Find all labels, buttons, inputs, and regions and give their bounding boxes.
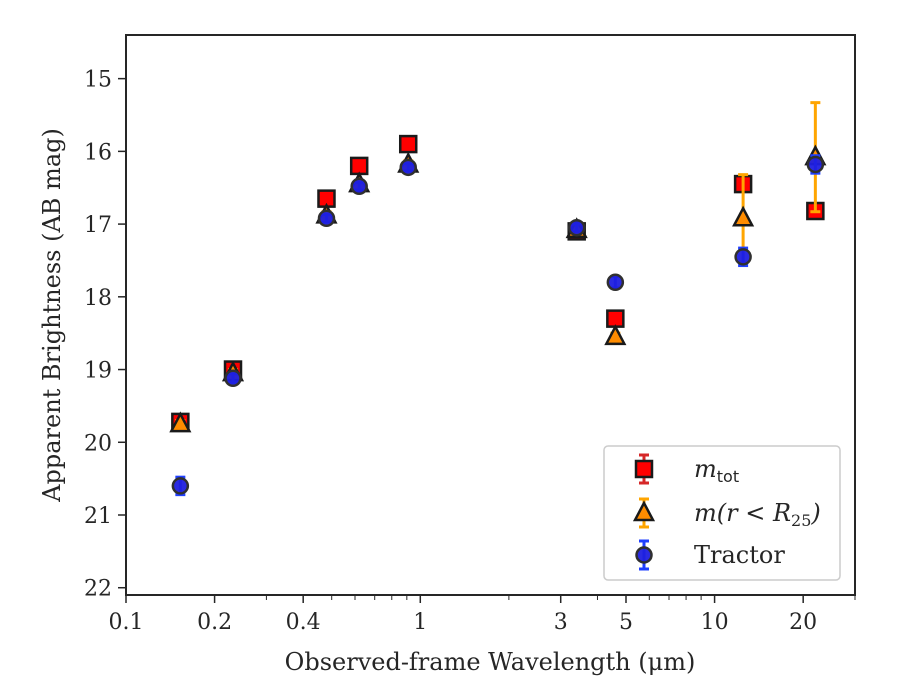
data-point — [604, 324, 627, 346]
plot-frame — [125, 34, 856, 596]
x-axis: 0.1 0.2 0.4 1 3 5 10 20 — [109, 595, 856, 635]
data-point — [317, 209, 336, 228]
legend-entry-m-tot: mtot — [634, 453, 739, 486]
y-tick-label: 21 — [84, 504, 112, 529]
data-point — [567, 218, 586, 237]
y-axis-label: Apparent Brightness (AB mag) — [38, 128, 66, 503]
data-point — [734, 248, 752, 266]
legend-label: m(r < R25) — [694, 499, 821, 530]
data-point — [169, 411, 192, 433]
legend-marker — [634, 459, 654, 479]
data-point — [732, 205, 755, 227]
data-point — [806, 155, 825, 174]
legend-marker — [635, 546, 653, 564]
data-point — [171, 477, 190, 495]
legend-box — [603, 445, 841, 581]
series-tractor — [171, 154, 825, 497]
series-layer — [169, 101, 827, 497]
y-tick-label: 20 — [84, 431, 112, 456]
x-tick-label: 5 — [619, 610, 633, 635]
y-tick-label: 15 — [84, 68, 112, 93]
x-tick-label: 10 — [701, 610, 729, 635]
y-tick-label: 17 — [84, 213, 112, 238]
y-tick-label: 22 — [84, 577, 112, 602]
x-tick-label: 0.1 — [109, 610, 144, 635]
x-tick-label: 1 — [413, 610, 427, 635]
data-point — [399, 158, 417, 177]
x-axis-label: Observed-frame Wavelength (μm) — [285, 648, 696, 676]
data-point — [398, 134, 418, 154]
y-tick-label: 19 — [84, 359, 112, 384]
legend-entry-m-r25: m(r < R25) — [632, 497, 821, 530]
legend: mtot m(r < R25) Tractor — [603, 445, 841, 581]
data-point — [606, 273, 625, 292]
y-tick-label: 16 — [84, 140, 112, 165]
legend-marker — [632, 500, 656, 522]
legend-label: Tractor — [694, 541, 785, 569]
y-tick-label: 18 — [84, 286, 112, 311]
x-tick-label: 20 — [789, 610, 817, 635]
x-tick-label: 0.4 — [286, 610, 321, 635]
legend-label: mtot — [694, 455, 739, 486]
x-tick-label: 3 — [554, 610, 568, 635]
x-tick-label: 0.2 — [197, 610, 232, 635]
data-point — [224, 369, 242, 388]
legend-entry-tractor: Tractor — [635, 539, 785, 571]
y-axis: 15 16 17 18 19 20 21 22 — [84, 68, 126, 602]
data-point — [350, 177, 368, 196]
